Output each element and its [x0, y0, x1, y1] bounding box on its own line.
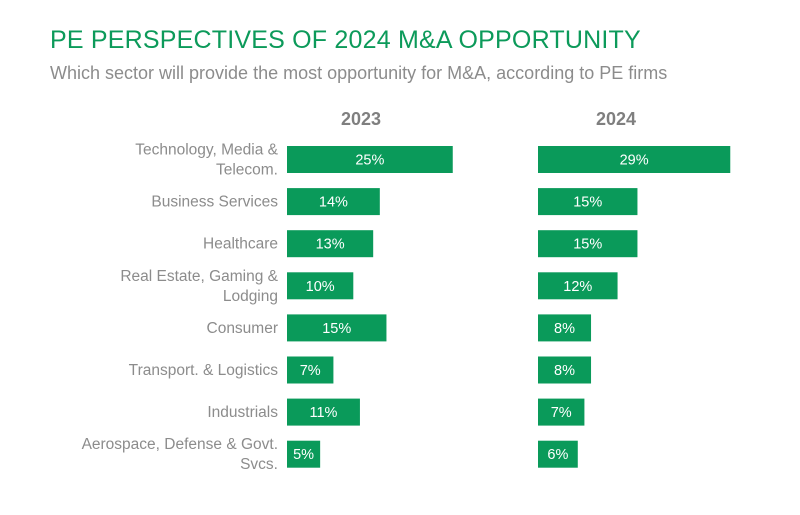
data-label-2024: 8% [554, 363, 575, 379]
category-label: Healthcare [203, 236, 278, 253]
bar-2023 [287, 188, 380, 216]
category-label: Svcs. [240, 456, 278, 473]
data-label-2024: 15% [573, 195, 602, 211]
category-label: Lodging [223, 288, 278, 305]
bar-2024 [538, 272, 618, 300]
bar-2024 [538, 188, 638, 216]
data-label-2023: 7% [300, 363, 321, 379]
data-label-2024: 12% [563, 279, 592, 295]
bar-2023 [287, 398, 360, 426]
data-label-2023: 10% [306, 279, 335, 295]
chart-title: PE PERSPECTIVES OF 2024 M&A OPPORTUNITY [50, 26, 641, 54]
data-label-2023: 14% [319, 195, 348, 211]
bar-2023 [287, 356, 334, 384]
data-label-2024: 29% [620, 153, 649, 169]
data-label-2023: 5% [293, 447, 314, 463]
bar-2023 [287, 440, 321, 468]
category-label: Telecom. [216, 162, 278, 179]
bar-2024 [538, 146, 731, 173]
bar-2023 [287, 314, 387, 342]
data-label-2024: 6% [547, 447, 568, 463]
data-label-2023: 13% [316, 237, 345, 253]
bar-2024 [538, 398, 585, 426]
category-label: Aerospace, Defense & Govt. [82, 436, 278, 453]
data-label-2023: 15% [322, 321, 351, 337]
category-label: Consumer [207, 320, 279, 337]
category-label: Transport. & Logistics [129, 362, 279, 379]
bar-2023 [287, 230, 374, 258]
bar-2024 [538, 440, 578, 468]
bar-2023 [287, 272, 354, 300]
category-label: Business Services [151, 194, 278, 211]
data-label-2023: 25% [355, 153, 384, 169]
data-label-2024: 15% [573, 237, 602, 253]
bar-2024 [538, 356, 592, 384]
category-label: Technology, Media & [135, 142, 278, 159]
bar-2024 [538, 314, 592, 342]
bar-2024 [538, 230, 638, 258]
series-header-2023: 2023 [341, 109, 381, 129]
series-header-2024: 2024 [596, 109, 636, 129]
chart-subtitle: Which sector will provide the most oppor… [50, 63, 668, 83]
category-label: Real Estate, Gaming & [120, 268, 278, 285]
bar-2023 [287, 146, 453, 173]
category-label: Industrials [207, 404, 278, 421]
data-label-2023: 11% [309, 405, 337, 421]
data-label-2024: 8% [554, 321, 575, 337]
data-label-2024: 7% [551, 405, 572, 421]
